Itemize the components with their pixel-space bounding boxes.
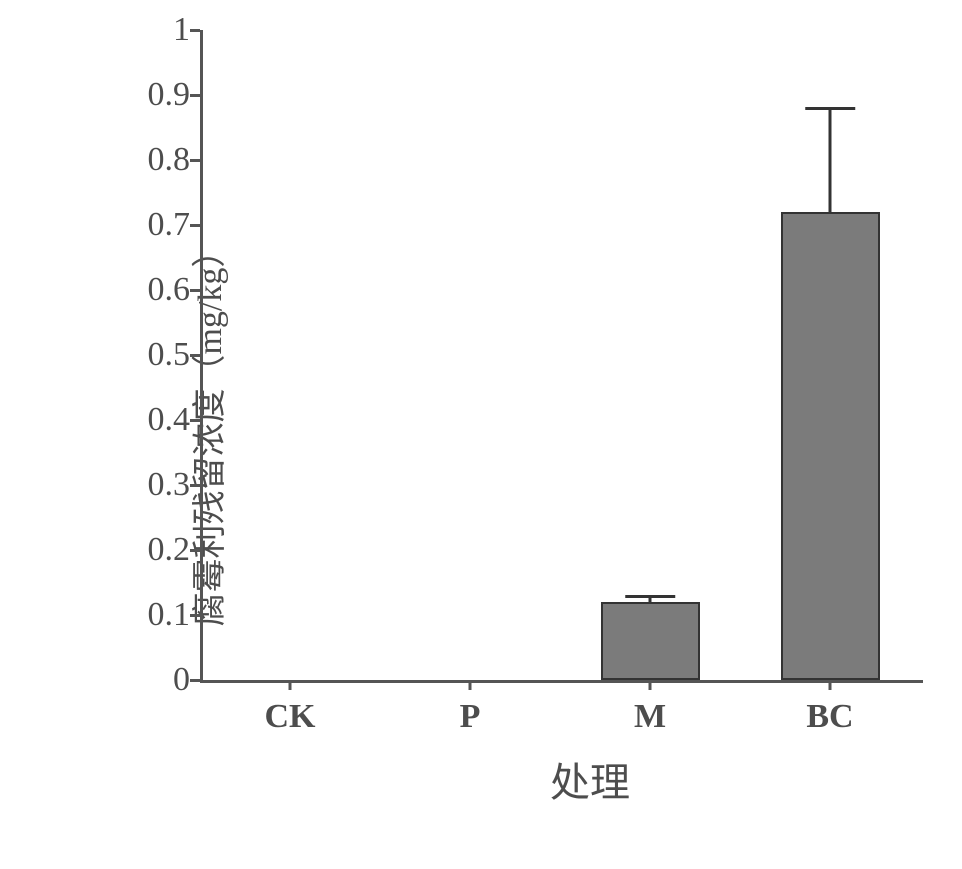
bar [601,602,700,680]
x-tick-mark [649,680,652,690]
x-tick-label: M [634,698,666,736]
y-tick-mark [190,614,200,617]
y-tick-label: 1 [110,11,190,49]
error-cap [805,107,855,110]
y-tick-label: 0.7 [110,206,190,244]
y-tick-label: 0.3 [110,466,190,504]
x-tick-label: P [460,698,481,736]
chart-container: 腐霉利残留浓度（mg/kg） 处理 00.10.20.30.40.50.60.7… [0,0,962,869]
y-tick-mark [190,549,200,552]
y-tick-label: 0.2 [110,531,190,569]
x-axis-label: 处理 [550,750,630,808]
x-tick-mark [289,680,292,690]
error-cap [625,595,675,598]
error-bar [829,108,832,212]
y-tick-mark [190,289,200,292]
y-tick-mark [190,224,200,227]
y-tick-label: 0.5 [110,336,190,374]
y-tick-label: 0 [110,661,190,699]
y-tick-mark [190,679,200,682]
y-tick-label: 0.4 [110,401,190,439]
x-tick-mark [469,680,472,690]
y-tick-mark [190,354,200,357]
y-tick-mark [190,159,200,162]
x-tick-mark [829,680,832,690]
bar [781,212,880,680]
y-tick-label: 0.1 [110,596,190,634]
x-tick-label: CK [265,698,316,736]
x-tick-label: BC [806,698,853,736]
y-tick-mark [190,94,200,97]
y-tick-mark [190,419,200,422]
y-tick-label: 0.6 [110,271,190,309]
x-axis-label-text: 处理 [550,760,630,805]
y-tick-mark [190,29,200,32]
y-tick-label: 0.9 [110,76,190,114]
y-tick-mark [190,484,200,487]
y-tick-label: 0.8 [110,141,190,179]
